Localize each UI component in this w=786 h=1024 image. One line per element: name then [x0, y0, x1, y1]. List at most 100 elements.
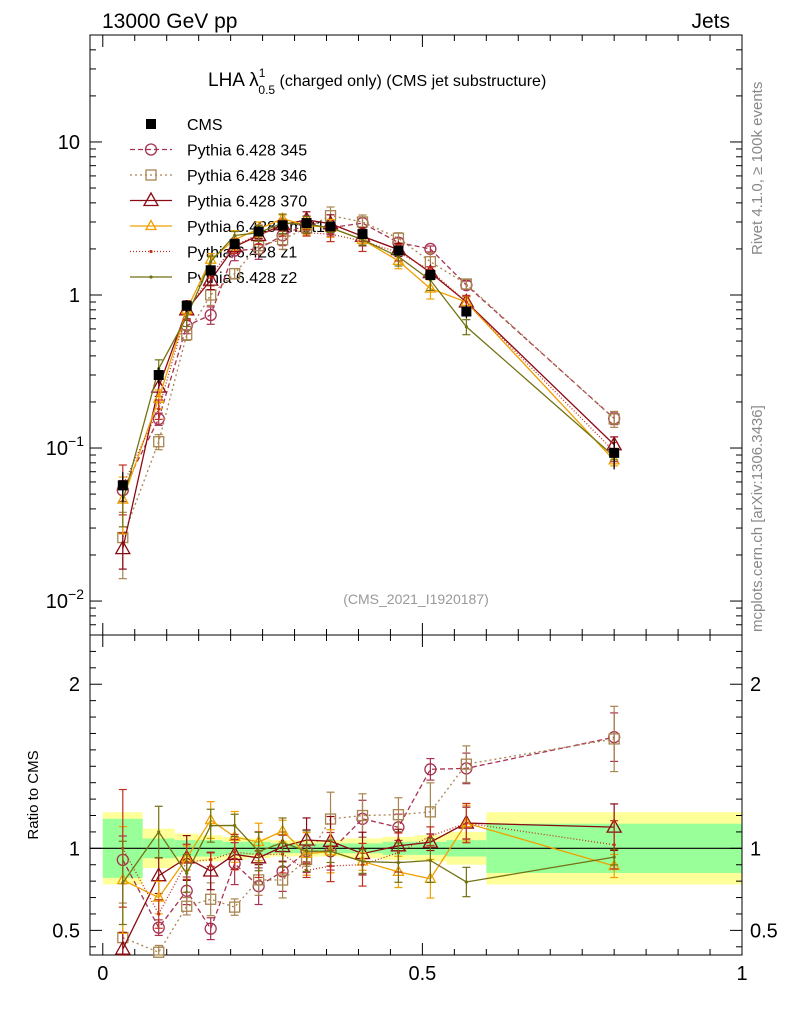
series-marker [121, 881, 125, 885]
series-marker [612, 855, 616, 859]
series-marker [209, 260, 213, 264]
legend-marker-cms [146, 119, 156, 129]
series-marker [157, 912, 161, 916]
data-point [229, 239, 240, 250]
series-marker [233, 850, 237, 854]
series-line [122, 227, 615, 486]
series-marker [209, 824, 213, 828]
ratio-series-line [122, 819, 615, 899]
series-marker [304, 849, 309, 853]
series-marker [142, 191, 160, 207]
data-point [425, 270, 436, 281]
series-pythia-6-428-346 [117, 206, 620, 580]
series-marker [185, 871, 189, 876]
series-marker [153, 946, 165, 958]
series-marker [202, 862, 219, 877]
x-tick-label: 1 [736, 963, 747, 985]
series-pythia-6-428-370 [114, 210, 623, 570]
x-tick-label: 0.5 [408, 963, 436, 985]
data-point [357, 229, 368, 240]
series-marker [392, 809, 405, 821]
series-marker [150, 866, 167, 882]
data-point [253, 226, 264, 237]
series-marker [360, 859, 365, 864]
data-point [181, 300, 192, 311]
series-marker [204, 308, 217, 322]
series-marker [396, 255, 401, 259]
series-marker [424, 806, 437, 818]
series-marker [612, 843, 616, 847]
mcplots-label: mcplots.cern.ch [arXiv:1306.3436] [749, 405, 766, 632]
series-marker [396, 861, 401, 865]
series-marker [356, 809, 369, 822]
legend-label-cms: CMS [187, 117, 223, 134]
plot-title: LHA λ1 0.5 (charged only) (CMS jet substr… [208, 66, 546, 97]
legend-label: Pythia 6.428 346 [187, 168, 307, 185]
series-marker [202, 271, 219, 286]
ratio-series-line [122, 822, 615, 916]
series-marker [257, 849, 261, 854]
y-tick-base: 10 [58, 132, 80, 154]
ratio-series-pythia-6-428-z2 [118, 805, 619, 926]
series-marker [464, 821, 468, 825]
series-marker [149, 275, 153, 279]
legend-label: Pythia 6.428 345 [187, 143, 307, 160]
series-marker [464, 325, 468, 329]
ratio-y-tick-label: 1 [69, 838, 80, 860]
ratio-y-tick-label: 0.5 [52, 920, 80, 942]
series-marker [204, 922, 217, 935]
legend-label: Pythia 6.428 z1 [187, 245, 297, 262]
series-cms-data [117, 218, 620, 502]
series-marker [428, 858, 432, 863]
series-marker [328, 849, 333, 853]
legend-label: Pythia 6.428 370 [187, 194, 307, 211]
series-marker [424, 763, 437, 776]
series-marker [185, 315, 189, 319]
y-tick-exponent: −2 [68, 586, 84, 602]
series-marker [424, 281, 437, 293]
series-marker [157, 407, 161, 411]
ratio-y-tick-label: 2 [69, 674, 80, 696]
header-left-label: 13000 GeV pp [102, 10, 237, 33]
series-marker [464, 880, 468, 884]
data-point [153, 370, 164, 381]
legend: CMS Pythia 6.428 345 Pythia 6.428 346 Pythi… [130, 117, 325, 287]
y-tick-label: 10−1 [46, 433, 84, 460]
data-point [325, 221, 336, 232]
series-marker [460, 758, 473, 770]
series-marker [149, 249, 153, 254]
series-marker [205, 893, 217, 905]
title-superscript: 1 [259, 66, 266, 80]
y-tick-base: 1 [69, 285, 80, 307]
series-line [122, 222, 615, 502]
data-point [117, 480, 128, 491]
series-marker [233, 823, 237, 828]
series-marker [428, 834, 432, 838]
y-tick-label: 1 [69, 285, 80, 307]
series-marker [233, 233, 237, 238]
series-marker [280, 840, 285, 845]
analysis-watermark: (CMS_2021_I1920187) [343, 591, 489, 607]
ratio-y-axis-label: Ratio to CMS [25, 750, 42, 839]
series-marker [460, 278, 473, 290]
series-marker [209, 858, 213, 862]
series-marker [276, 874, 289, 886]
series-marker [153, 436, 165, 448]
series-marker [229, 901, 241, 913]
series-line [122, 222, 615, 491]
title-rest: (charged only) (CMS jet substructure) [275, 73, 546, 90]
data-point [205, 265, 216, 276]
ratio-y-tick-label-right: 1 [750, 838, 761, 860]
series-marker [328, 864, 333, 868]
y-tick-label: 10−2 [46, 586, 84, 613]
series-marker [114, 940, 131, 955]
ratio-y-tick-label-right: 0.5 [750, 920, 778, 942]
series-marker [356, 216, 369, 228]
data-point [461, 306, 472, 317]
series-marker [608, 413, 620, 425]
series-marker [181, 329, 193, 341]
rivet-version-label: Rivet 4.1.0, ≥ 100k events [749, 82, 766, 255]
ratio-series-line [122, 824, 615, 884]
series-marker [328, 232, 333, 236]
series-marker [464, 300, 468, 304]
